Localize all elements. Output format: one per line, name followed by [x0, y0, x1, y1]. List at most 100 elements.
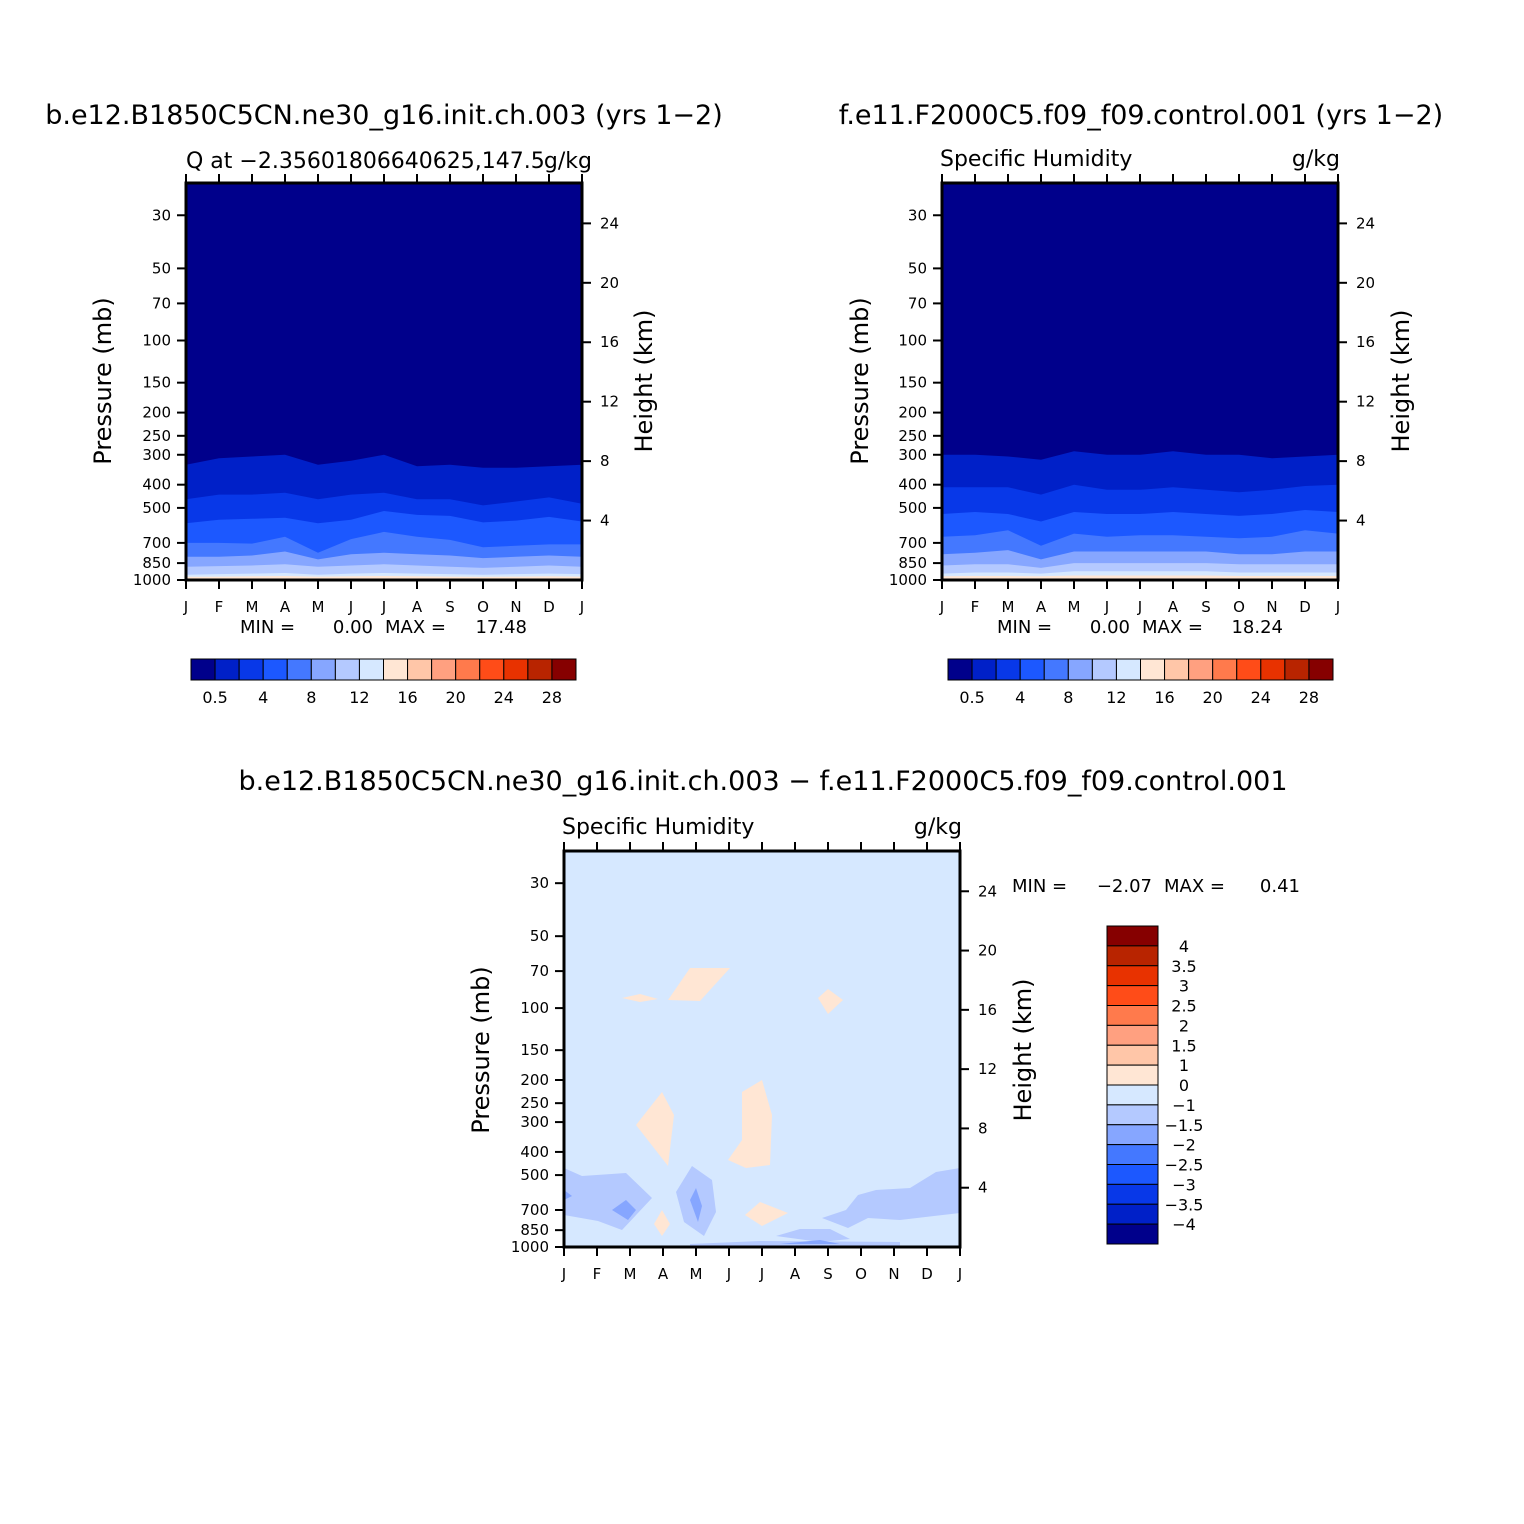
colorbar-swatch	[1019, 658, 1045, 681]
colorbar-label: −3.5	[1165, 1195, 1204, 1214]
x-tick-label: F	[593, 1265, 602, 1283]
max-label: MAX =	[1164, 876, 1225, 897]
pressure-tick-label: 850	[898, 554, 927, 572]
min-label: MIN =	[997, 617, 1052, 638]
colorbar-swatch	[455, 658, 481, 681]
colorbar-label: 3.5	[1171, 957, 1196, 976]
min-value: 0.00	[333, 617, 373, 638]
colorbar-swatch	[1067, 658, 1093, 681]
max-label: MAX =	[385, 617, 446, 638]
pressure-tick-label: 150	[142, 374, 171, 392]
colorbar-swatch	[1106, 1104, 1159, 1126]
min-value: −2.07	[1097, 876, 1152, 897]
height-tick-label: 12	[978, 1060, 997, 1078]
pressure-tick-label: 150	[898, 374, 927, 392]
x-tick-label: D	[543, 598, 555, 616]
negative-anomaly-region	[822, 1168, 960, 1228]
pressure-tick-label: 100	[898, 331, 927, 349]
colorbar-label: 0.5	[202, 688, 227, 707]
positive-anomaly-region	[654, 1210, 670, 1236]
pressure-tick-label: 50	[908, 259, 927, 277]
pressure-tick-label: 150	[520, 1041, 549, 1059]
colorbar-label: 20	[446, 688, 466, 707]
panel-title: b.e12.B1850C5CN.ne30_g16.init.ch.003 (yr…	[45, 100, 723, 131]
pressure-tick-label: 700	[142, 534, 171, 552]
colorbar-label: 8	[1063, 688, 1073, 707]
colorbar-label: −3	[1172, 1175, 1196, 1194]
x-tick-label: A	[790, 1265, 801, 1283]
min-value: 0.00	[1090, 617, 1130, 638]
colorbar-swatch	[1106, 1223, 1159, 1245]
colorbar-label: 24	[1251, 688, 1271, 707]
pressure-tick-label: 70	[152, 294, 171, 312]
colorbar-label: 1.5	[1171, 1036, 1196, 1055]
panel-subtitle-left: Q at −2.35601806640625,147.5	[186, 149, 545, 174]
y-axis-label: Pressure (mb)	[89, 297, 117, 464]
height-tick-label: 12	[600, 393, 619, 411]
x-tick-label: N	[888, 1265, 899, 1283]
x-tick-label: J	[348, 598, 353, 616]
colorbar-swatch	[1106, 1044, 1159, 1066]
colorbar-swatch	[1308, 658, 1334, 681]
pressure-tick-label: 300	[520, 1113, 549, 1131]
x-tick-label: S	[823, 1265, 833, 1283]
pressure-tick-label: 100	[520, 999, 549, 1017]
colorbar-label: 4	[1179, 937, 1189, 956]
colorbar-swatch	[1106, 1144, 1159, 1165]
max-value: 17.48	[475, 617, 527, 638]
colorbar-label: 12	[349, 688, 369, 707]
colorbar-swatch	[1106, 1084, 1159, 1106]
height-tick-label: 16	[600, 333, 619, 351]
colorbar-swatch	[1106, 925, 1159, 947]
pressure-tick-label: 400	[142, 476, 171, 494]
pressure-tick-label: 300	[142, 446, 171, 464]
panel-units: g/kg	[914, 815, 962, 840]
colorbar-swatch	[1106, 1203, 1159, 1225]
colorbar-label: 2.5	[1171, 997, 1196, 1016]
x-tick-label: A	[1168, 598, 1179, 616]
x-tick-label: J	[579, 598, 584, 616]
pressure-tick-label: 850	[142, 554, 171, 572]
max-value: 0.41	[1260, 876, 1300, 897]
x-tick-label: N	[1266, 598, 1277, 616]
colorbar-swatch	[1236, 658, 1262, 681]
colorbar-swatch	[358, 658, 384, 681]
positive-anomaly-region	[668, 968, 730, 1001]
colorbar-swatch	[334, 658, 360, 681]
x-tick-label: O	[1233, 598, 1245, 616]
y-axis-right-label: Height (km)	[1009, 979, 1037, 1122]
strong-negative-anomaly	[780, 1240, 840, 1244]
x-tick-label: A	[280, 598, 291, 616]
colorbar-swatch	[238, 658, 264, 681]
colorbar-label: 20	[1203, 688, 1223, 707]
y-axis-label: Pressure (mb)	[846, 297, 874, 464]
colorbar-label: 1	[1179, 1056, 1189, 1075]
colorbar-swatch	[1284, 658, 1310, 681]
colorbar-swatch	[1106, 1064, 1159, 1086]
strong-negative-anomaly	[690, 1188, 702, 1222]
pressure-tick-label: 500	[520, 1166, 549, 1184]
colorbar: 43.532.521.510−1−1.5−2−2.5−3−3.5−4	[1106, 925, 1204, 1245]
colorbar: 0.5 4 8 12 16 20 24 28	[190, 658, 577, 707]
panel-difference: b.e12.B1850C5CN.ne30_g16.init.ch.003 − f…	[238, 766, 1300, 1283]
x-tick-label: F	[215, 598, 224, 616]
height-axis: 24 20 16 12 8 4	[1338, 214, 1375, 530]
colorbar-label: 2	[1179, 1016, 1189, 1035]
height-tick-label: 8	[1356, 452, 1366, 470]
pressure-tick-label: 500	[142, 499, 171, 517]
colorbar-swatch	[262, 658, 288, 681]
x-tick-label: J	[957, 1265, 962, 1283]
x-tick-label: M	[690, 1265, 703, 1283]
height-tick-label: 8	[600, 452, 610, 470]
colorbar-label: 0.5	[959, 688, 984, 707]
pressure-tick-label: 1000	[133, 571, 171, 589]
colorbar-swatch	[190, 658, 216, 681]
height-tick-label: 8	[978, 1119, 988, 1137]
colorbar-swatch	[1106, 1005, 1159, 1026]
pressure-tick-label: 400	[520, 1143, 549, 1161]
